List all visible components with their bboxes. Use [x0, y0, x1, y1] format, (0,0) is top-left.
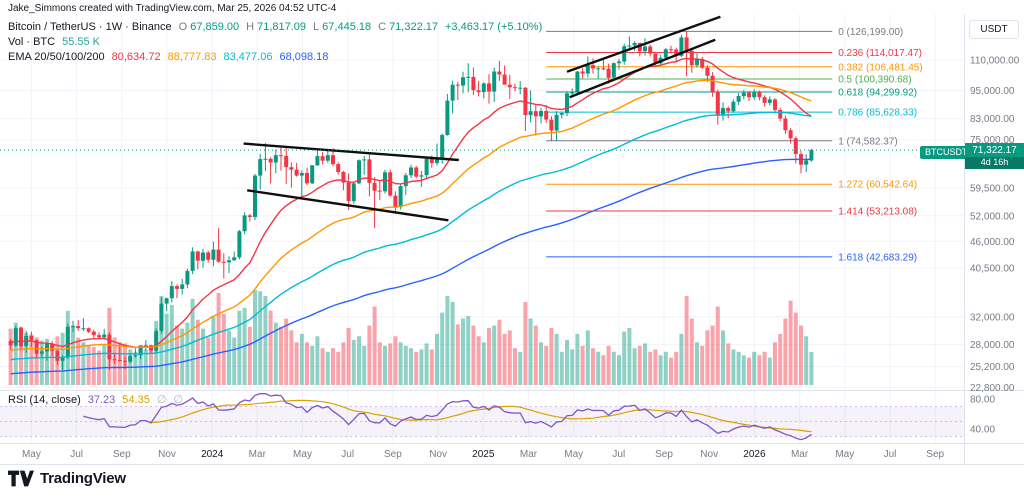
- tradingview-logo-icon: [8, 470, 34, 487]
- svg-text:Sep: Sep: [384, 449, 402, 460]
- current-price-badge: 71,322.17: [965, 143, 1024, 158]
- rsi-legend-row: RSI (14, close) 37.23 54.35 ∅ ∅: [8, 393, 183, 406]
- change-value: +3,463.17 (+5.10%): [445, 21, 543, 33]
- rsi-label[interactable]: RSI (14, close): [8, 394, 81, 406]
- open-label: O: [178, 21, 188, 33]
- svg-text:Jul: Jul: [70, 449, 83, 460]
- rsi-band-hidden-icon: ∅: [173, 394, 183, 406]
- high-label: H: [246, 21, 255, 33]
- rsi-axis-labels: 80.00 40.00: [970, 395, 995, 436]
- svg-text:25,200.00: 25,200.00: [970, 362, 1015, 373]
- svg-text:0 (126,199.00): 0 (126,199.00): [838, 27, 903, 38]
- price-axis-labels: 110,000.00 95,000.00 83,000.00 75,000.00 59,…: [970, 56, 1020, 394]
- svg-text:0.236 (114,017.47): 0.236 (114,017.47): [838, 48, 922, 59]
- volume-bars: [8, 290, 814, 386]
- svg-text:Sep: Sep: [926, 449, 944, 460]
- svg-text:May: May: [564, 449, 583, 460]
- close-value: 71,322.17: [389, 21, 438, 33]
- svg-text:2024: 2024: [201, 449, 224, 460]
- svg-text:0.382 (106,481.45): 0.382 (106,481.45): [838, 62, 923, 73]
- rising-wedge-2025: [566, 15, 721, 99]
- low-label: L: [313, 21, 320, 33]
- tradingview-footer-link[interactable]: TradingView: [8, 470, 126, 487]
- svg-text:2026: 2026: [743, 449, 766, 460]
- svg-text:22,800.00: 22,800.00: [970, 383, 1015, 394]
- ema-50-line: [10, 79, 812, 352]
- candles: [8, 31, 814, 370]
- svg-text:Nov: Nov: [700, 449, 718, 460]
- svg-text:Jul: Jul: [341, 449, 354, 460]
- bar-countdown-badge: 4d 16h: [965, 157, 1024, 169]
- svg-text:Mar: Mar: [791, 449, 809, 460]
- svg-text:1 (74,582.37): 1 (74,582.37): [838, 136, 898, 147]
- svg-text:Nov: Nov: [158, 449, 176, 460]
- price-axis-currency-button[interactable]: USDT: [969, 20, 1019, 39]
- grid: [0, 14, 964, 443]
- svg-text:May: May: [293, 449, 312, 460]
- svg-text:46,000.00: 46,000.00: [970, 237, 1015, 248]
- svg-text:Sep: Sep: [113, 449, 131, 460]
- time-axis-labels: May Jul Sep Nov 2024 Mar May Jul Sep Nov 2025 Mar Ma…: [22, 449, 945, 460]
- volume-label[interactable]: Vol · BTC: [8, 36, 56, 48]
- symbol-title[interactable]: Bitcoin / TetherUS · 1W · Binance: [8, 21, 172, 33]
- svg-text:40.00: 40.00: [970, 425, 995, 436]
- attribution-text: Jake_Simmons created with TradingView.co…: [8, 3, 337, 14]
- symbol-price-tag: BTCUSDT: [920, 146, 973, 159]
- brand-wordmark: TradingView: [40, 470, 126, 487]
- svg-text:0.618 (94,299.92): 0.618 (94,299.92): [838, 88, 917, 99]
- svg-text:28,000.00: 28,000.00: [970, 340, 1015, 351]
- svg-text:Sep: Sep: [655, 449, 673, 460]
- svg-text:80.00: 80.00: [970, 395, 995, 406]
- svg-text:1.618 (42,683.29): 1.618 (42,683.29): [838, 252, 917, 263]
- volume-value: 55.55 K: [62, 36, 100, 48]
- svg-text:52,000.00: 52,000.00: [970, 211, 1015, 222]
- high-value: 71,817.09: [257, 21, 307, 33]
- ema200-value: 68,098.18: [279, 51, 329, 63]
- svg-text:110,000.00: 110,000.00: [970, 56, 1020, 67]
- rsi-pane: [0, 393, 964, 441]
- low-value: 67,445.18: [322, 21, 372, 33]
- ema-legend-row: EMA 20/50/100/200 80,634.72 88,777.83 83…: [8, 51, 328, 63]
- svg-text:Nov: Nov: [429, 449, 447, 460]
- svg-text:May: May: [835, 449, 854, 460]
- ema50-value: 88,777.83: [167, 51, 217, 63]
- descending-channel-2024: [243, 142, 459, 222]
- ema-200-line: [10, 158, 812, 375]
- svg-text:40,500.00: 40,500.00: [970, 263, 1015, 274]
- rsi-ma-value: 54.35: [122, 394, 150, 406]
- rsi-band-hidden-icon: ∅: [156, 394, 167, 406]
- svg-text:0.786 (85,628.33): 0.786 (85,628.33): [838, 108, 917, 119]
- svg-text:75,000.00: 75,000.00: [970, 135, 1015, 146]
- svg-text:59,500.00: 59,500.00: [970, 183, 1015, 194]
- svg-text:Mar: Mar: [249, 449, 267, 460]
- close-label: C: [378, 21, 387, 33]
- svg-text:2025: 2025: [472, 449, 495, 460]
- svg-text:Jul: Jul: [612, 449, 625, 460]
- svg-text:32,000.00: 32,000.00: [970, 312, 1015, 323]
- svg-text:Mar: Mar: [520, 449, 538, 460]
- rsi-ma-line: [150, 399, 812, 433]
- open-value: 67,859.00: [190, 21, 240, 33]
- symbol-legend-row: Bitcoin / TetherUS · 1W · Binance O 67,8…: [8, 21, 542, 33]
- svg-text:1.414 (53,213.08): 1.414 (53,213.08): [838, 207, 917, 218]
- svg-text:83,000.00: 83,000.00: [970, 114, 1015, 125]
- rsi-value: 37.23: [87, 394, 116, 406]
- ema-100-line: [10, 111, 812, 361]
- volume-legend-row: Vol · BTC 55.55 K: [8, 36, 100, 48]
- svg-text:Jul: Jul: [884, 449, 897, 460]
- rsi-line: [83, 393, 812, 441]
- svg-text:1.272 (60,542.64): 1.272 (60,542.64): [838, 180, 917, 191]
- svg-text:0.5 (100,390.68): 0.5 (100,390.68): [838, 75, 911, 86]
- ema20-value: 80,634.72: [111, 51, 161, 63]
- svg-text:95,000.00: 95,000.00: [970, 86, 1015, 97]
- fib-retracement: 0 (126,199.00) 0.236 (114,017.47) 0.382 (1…: [546, 27, 923, 263]
- svg-text:May: May: [22, 449, 41, 460]
- ema100-value: 83,477.06: [223, 51, 273, 63]
- ema-label[interactable]: EMA 20/50/100/200: [8, 51, 105, 63]
